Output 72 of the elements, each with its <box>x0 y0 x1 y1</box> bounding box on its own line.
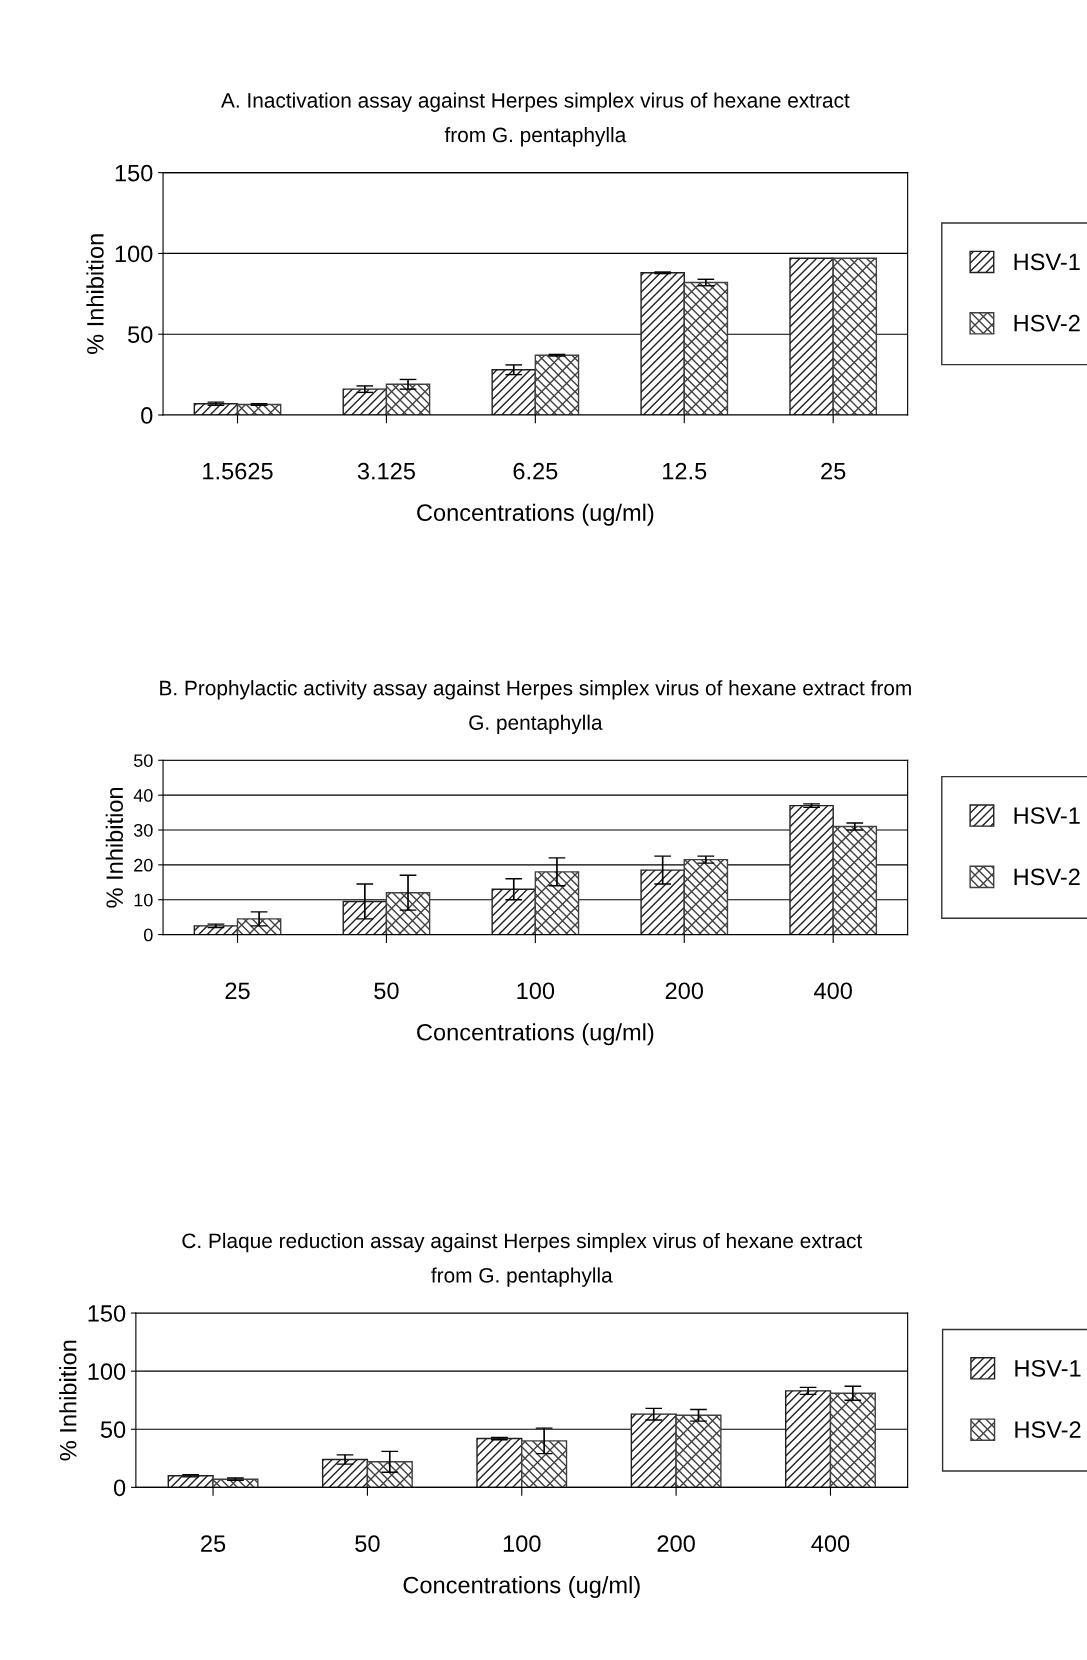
y-tick-label: 30 <box>133 823 153 837</box>
y-tick-label: 100 <box>88 1363 126 1380</box>
bar <box>534 354 580 415</box>
y-tick-label: 0 <box>113 1479 126 1497</box>
x-tick-label: 200 <box>657 1535 695 1552</box>
y-tick-label: 0 <box>143 928 153 942</box>
bar <box>789 804 834 935</box>
legend-label: HSV-2 <box>1015 1421 1081 1438</box>
y-tick-label: 150 <box>115 164 153 182</box>
bar <box>832 825 878 935</box>
y-tick-label: 50 <box>133 754 153 767</box>
x-tick-label: 100 <box>503 1535 541 1552</box>
x-tick-label: 25 <box>201 1535 226 1552</box>
bar <box>236 918 282 935</box>
x-tick-label: 50 <box>355 1535 380 1552</box>
x-tick-label: 1.5625 <box>203 462 273 480</box>
bar <box>785 1390 832 1488</box>
bar <box>640 869 685 935</box>
y-tick-label: 0 <box>141 407 153 424</box>
y-axis-title: % Inhibition <box>105 787 124 908</box>
legend-label: HSV-1 <box>1015 1359 1081 1377</box>
legend-label: HSV-2 <box>1014 314 1080 332</box>
bar <box>832 257 878 415</box>
bar <box>212 1478 259 1488</box>
bar <box>366 1461 413 1488</box>
bar <box>193 925 239 935</box>
y-tick-label: 40 <box>133 789 153 802</box>
x-tick-label: 12.5 <box>663 462 707 480</box>
bar <box>521 1440 568 1488</box>
x-tick-label: 25 <box>225 982 250 1000</box>
bar <box>829 1392 876 1488</box>
bar <box>385 892 431 935</box>
bar <box>342 388 388 415</box>
bar <box>321 1458 369 1488</box>
bar <box>640 272 685 415</box>
chart-title: A. Inactivation assay against Herpes simplex virus of hexane extract from G. pentaphylla <box>221 92 850 147</box>
y-axis-title: % Inhibition <box>86 234 104 355</box>
y-tick-label: 10 <box>134 893 153 907</box>
x-tick-label: 400 <box>814 982 852 1000</box>
x-tick-label: 200 <box>665 982 704 1000</box>
bar <box>683 858 729 935</box>
chart-title: C. Plaque reduction assay against Herpes simplex virus of hexane extract from G. pentaphylla <box>182 1232 863 1287</box>
x-axis-title: Concentrations (ug/ml) <box>417 1023 654 1046</box>
y-tick-label: 150 <box>88 1305 126 1322</box>
x-axis-title: Concentrations (ug/ml) <box>417 503 654 526</box>
legend-label: HSV-1 <box>1014 807 1080 824</box>
bar <box>491 888 537 935</box>
y-tick-label: 20 <box>134 858 153 872</box>
y-tick-label: 50 <box>100 1421 126 1439</box>
y-tick-label: 50 <box>128 326 153 343</box>
bar <box>491 369 537 415</box>
bar <box>385 383 431 415</box>
x-tick-label: 3.125 <box>357 462 415 480</box>
x-axis-title: Concentrations (ug/ml) <box>403 1576 640 1599</box>
chart-title: B. Prophylactic activity assay against Herpes simplex virus of hexane extract from G. pentaphylla <box>160 680 911 735</box>
bar <box>630 1413 677 1488</box>
y-tick-label: 100 <box>115 245 153 263</box>
bar <box>683 281 729 415</box>
bar <box>675 1414 722 1488</box>
bar <box>789 257 834 415</box>
bar <box>476 1437 523 1488</box>
y-axis-title: % Inhibition <box>59 1340 77 1461</box>
x-tick-label: 50 <box>374 982 399 1000</box>
bar <box>342 900 388 935</box>
x-tick-label: 100 <box>517 982 555 1000</box>
bar <box>167 1475 214 1488</box>
legend-label: HSV-1 <box>1014 253 1080 271</box>
x-tick-label: 400 <box>811 1535 850 1552</box>
legend-label: HSV-2 <box>1014 868 1080 886</box>
bar <box>534 871 580 935</box>
x-tick-label: 25 <box>821 462 846 480</box>
x-tick-label: 6.25 <box>513 462 558 480</box>
